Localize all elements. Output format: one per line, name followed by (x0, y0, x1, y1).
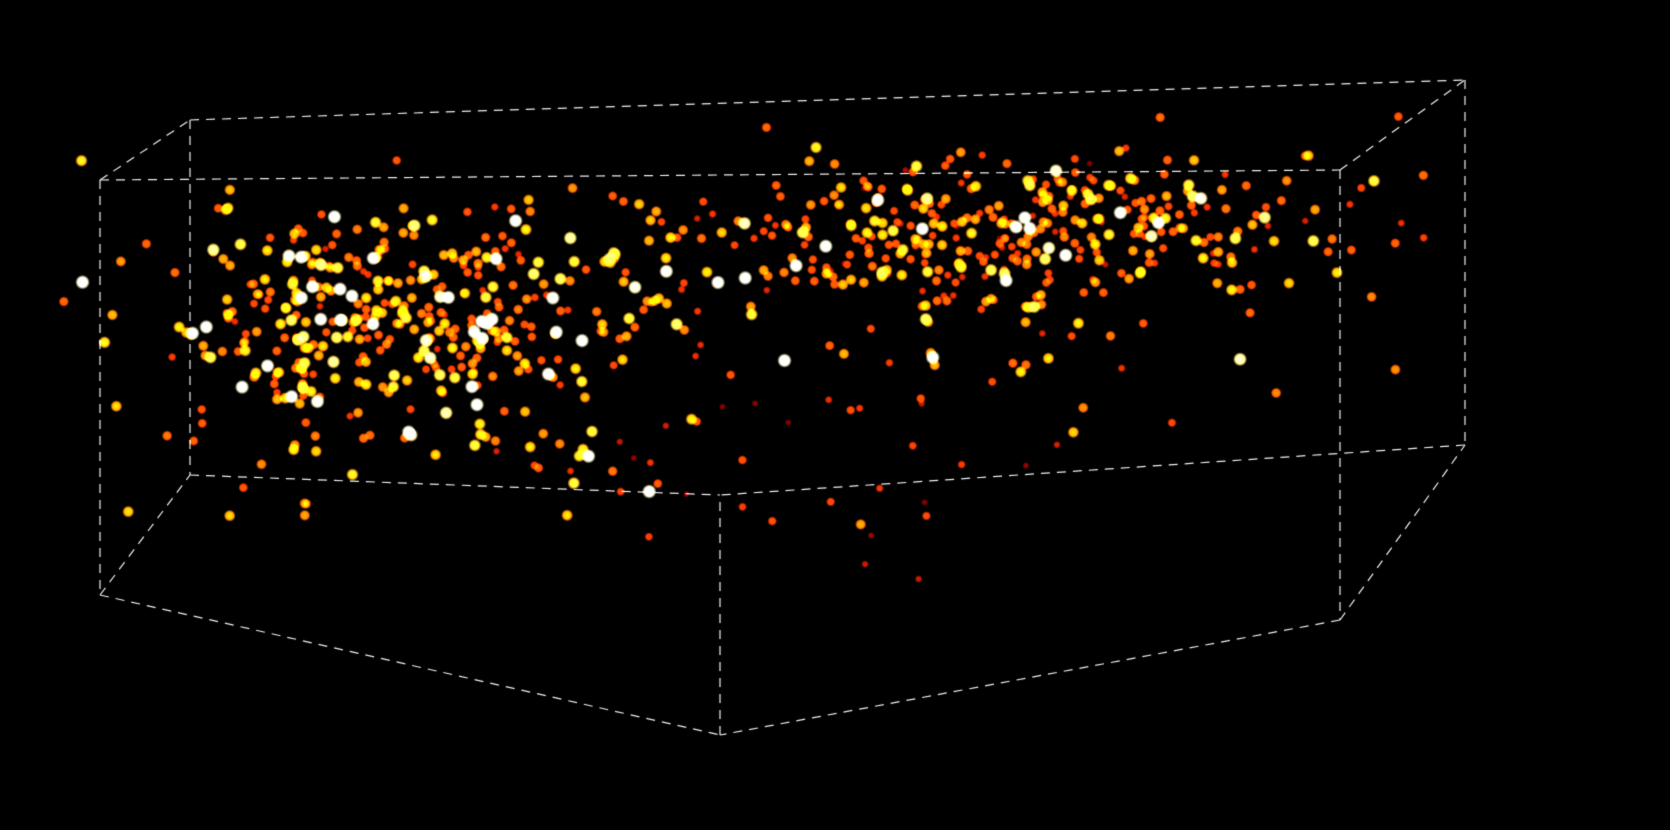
scatter3d-canvas (0, 0, 1670, 830)
scatter3d-viewport[interactable] (0, 0, 1670, 830)
